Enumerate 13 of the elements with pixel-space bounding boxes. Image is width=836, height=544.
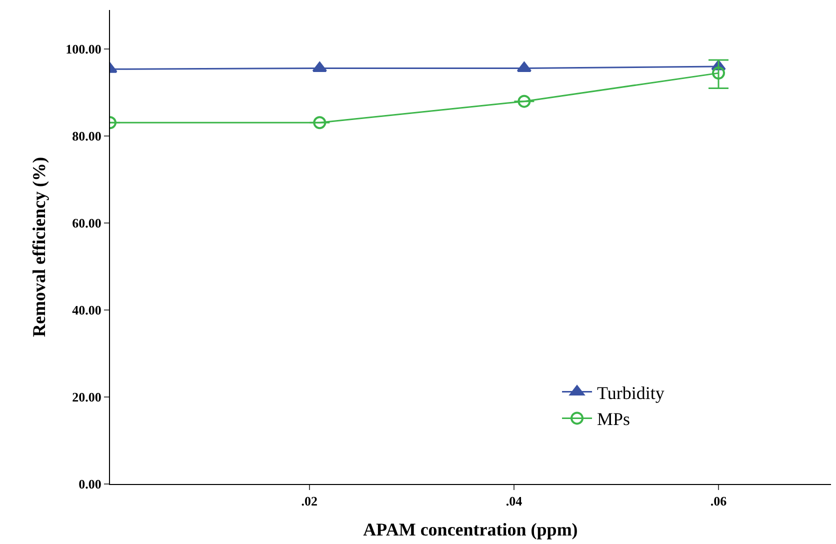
x-tick-label: .04 (506, 494, 523, 509)
y-tick-label: 80.00 (72, 128, 102, 144)
y-tick-label: 40.00 (72, 302, 102, 318)
y-axis-title: Removal efficiency (%) (28, 157, 49, 337)
x-tick-label: .06 (710, 494, 728, 509)
y-tick-label: 0.00 (78, 476, 102, 492)
legend-label: Turbidity (597, 382, 664, 403)
legend-label: MPs (597, 409, 630, 430)
y-tick-label: 20.00 (72, 390, 102, 405)
x-axis-title: APAM concentration (ppm) (363, 520, 578, 540)
x-tick-label: .02 (301, 494, 318, 509)
y-tick-label: 60.00 (72, 216, 102, 231)
y-tick-label: 100.00 (66, 42, 102, 57)
